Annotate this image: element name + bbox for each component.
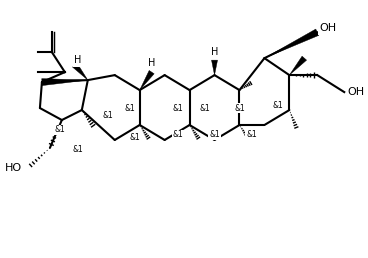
Polygon shape: [42, 79, 88, 86]
Text: &1: &1: [72, 146, 83, 155]
Text: &1: &1: [129, 133, 140, 142]
Text: HO: HO: [5, 163, 22, 173]
Text: H: H: [211, 47, 218, 57]
Text: &1: &1: [209, 131, 220, 140]
Text: &1: &1: [124, 103, 135, 112]
Text: &1: &1: [102, 110, 113, 119]
Polygon shape: [72, 63, 88, 80]
Text: H: H: [74, 55, 82, 65]
Text: OH: OH: [347, 87, 364, 97]
Text: &1: &1: [234, 103, 245, 112]
Polygon shape: [265, 29, 319, 58]
Polygon shape: [212, 60, 217, 75]
Text: H: H: [148, 58, 155, 68]
Text: &1: &1: [246, 131, 257, 140]
Text: &1: &1: [172, 103, 183, 112]
Text: &1: &1: [272, 101, 283, 110]
Polygon shape: [289, 56, 307, 75]
Text: &1: &1: [199, 103, 210, 112]
Text: &1: &1: [54, 125, 65, 134]
Text: &1: &1: [172, 131, 183, 140]
Text: OH: OH: [319, 23, 336, 33]
Polygon shape: [140, 70, 154, 90]
